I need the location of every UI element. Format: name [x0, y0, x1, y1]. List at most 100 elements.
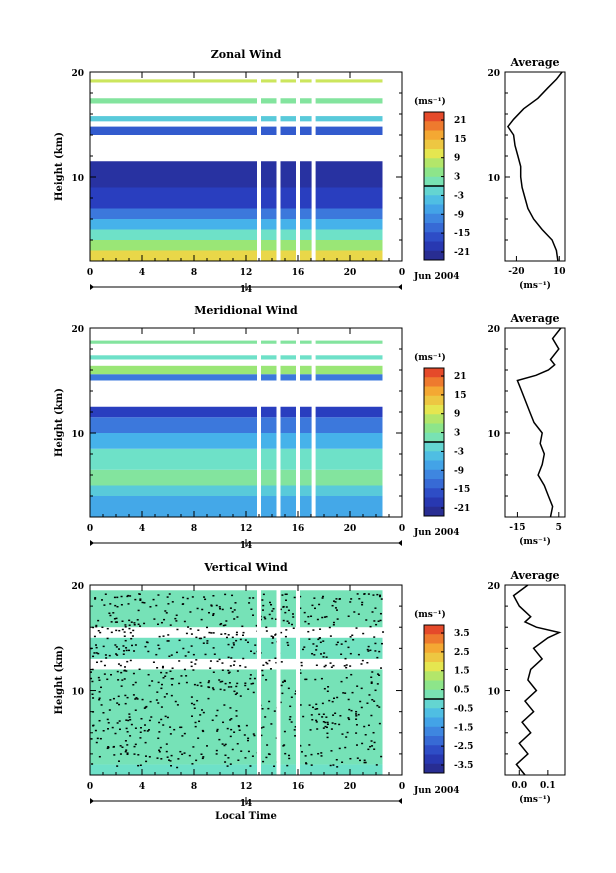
- contour-dot: [369, 625, 372, 628]
- profile-y-tick-label: 20: [487, 582, 500, 592]
- contour-dot: [379, 619, 382, 622]
- contour-dot: [197, 737, 200, 739]
- colorbar-segment: [424, 250, 444, 261]
- profile-panel: Average -15 5 10 20 (ms⁻¹): [487, 312, 566, 547]
- contour-dot: [122, 653, 125, 655]
- contour-dot: [268, 700, 271, 703]
- contour-dot: [123, 631, 126, 633]
- contour-dot: [220, 633, 223, 635]
- contour-dot: [198, 720, 201, 723]
- contour-dot: [341, 761, 344, 763]
- contour-dot: [94, 729, 97, 732]
- y-tick-label: 10: [71, 430, 84, 440]
- contour-dot: [124, 694, 127, 697]
- contour-dot: [192, 669, 195, 671]
- contour-dot: [247, 737, 250, 740]
- contour-dot: [222, 721, 225, 724]
- contour-dot: [188, 754, 191, 757]
- contour-dot: [182, 603, 185, 605]
- contour-dot: [262, 726, 265, 728]
- contour-dot: [216, 728, 219, 731]
- contour-dot: [124, 666, 127, 668]
- contour-dot: [203, 636, 206, 638]
- colorbar-segment: [424, 625, 444, 635]
- contour-dot: [252, 597, 255, 599]
- contour-dot: [160, 687, 163, 690]
- contour-dot: [170, 694, 173, 697]
- contour-dot: [260, 734, 263, 737]
- contour-dot: [98, 755, 101, 758]
- contour-dot: [103, 604, 106, 606]
- contour-dot: [153, 618, 156, 620]
- contour-dot: [155, 699, 158, 701]
- contour-dot: [215, 749, 218, 752]
- colorbar-segment: [424, 195, 444, 205]
- contour-dot: [200, 618, 203, 621]
- contour-dot: [207, 611, 210, 614]
- contour-dot: [124, 750, 127, 753]
- contour-dot: [227, 656, 230, 659]
- contour-dot: [299, 672, 302, 674]
- colorbar-segment: [424, 112, 444, 122]
- contour-dot: [307, 615, 310, 618]
- contour-dot: [363, 759, 366, 762]
- contour-dot: [160, 683, 163, 686]
- contour-dot: [326, 690, 329, 693]
- panel-title: Vertical Wind: [203, 561, 288, 574]
- contour-dot: [98, 719, 101, 722]
- contour-dot: [169, 670, 172, 673]
- contour-dot: [335, 609, 338, 611]
- contour-dot: [292, 627, 295, 629]
- contour-dot: [370, 714, 373, 717]
- colorbar-segment: [424, 432, 444, 443]
- contour-dot: [221, 662, 224, 664]
- colorbar-segment: [424, 745, 444, 755]
- colorbar-tick-label: -3: [454, 447, 464, 457]
- data-gap: [276, 585, 281, 775]
- contour-dot: [265, 630, 268, 632]
- contour-dot: [224, 743, 227, 746]
- contour-dot: [247, 688, 250, 690]
- heatmap-band: [90, 229, 383, 240]
- contour-dot: [231, 594, 234, 597]
- contour-dot: [107, 722, 110, 724]
- contour-dot: [247, 641, 250, 644]
- colorbar-unit: (ms⁻¹): [414, 96, 446, 107]
- contour-dot: [334, 601, 337, 603]
- heatmap-band: [90, 208, 383, 219]
- contour-dot: [378, 706, 381, 708]
- contour-dot: [371, 698, 374, 701]
- contour-dot: [166, 716, 169, 719]
- contour-dot: [170, 654, 173, 656]
- contour-dot: [190, 696, 193, 698]
- date-marker: 14: [240, 799, 253, 809]
- contour-dot: [294, 735, 297, 737]
- contour-dot: [95, 652, 98, 654]
- x-tick-label: 0: [87, 524, 93, 534]
- contour-dot: [98, 691, 101, 693]
- contour-dot: [100, 660, 103, 663]
- contour-dot: [105, 657, 108, 659]
- contour-dot: [356, 593, 359, 595]
- contour-dot: [182, 647, 185, 650]
- contour-dot: [261, 708, 264, 710]
- contour-dot: [221, 608, 224, 611]
- contour-dot: [115, 629, 118, 632]
- contour-dot: [361, 659, 364, 662]
- contour-dot: [123, 669, 126, 672]
- contour-dot: [134, 727, 137, 729]
- contour-dot: [271, 610, 274, 612]
- contour-dot: [221, 743, 224, 745]
- contour-dot: [192, 653, 195, 656]
- contour-dot: [357, 653, 360, 656]
- contour-dot: [98, 679, 101, 681]
- contour-dot: [332, 600, 335, 602]
- contour-dot: [373, 700, 376, 702]
- contour-dot: [120, 685, 123, 687]
- data-gap: [296, 585, 300, 775]
- contour-dot: [119, 745, 122, 747]
- x-tick-label: 16: [292, 268, 305, 278]
- contour-dot: [294, 693, 297, 695]
- contour-dot: [300, 664, 303, 667]
- profile-x-tick-label: -15: [509, 523, 525, 533]
